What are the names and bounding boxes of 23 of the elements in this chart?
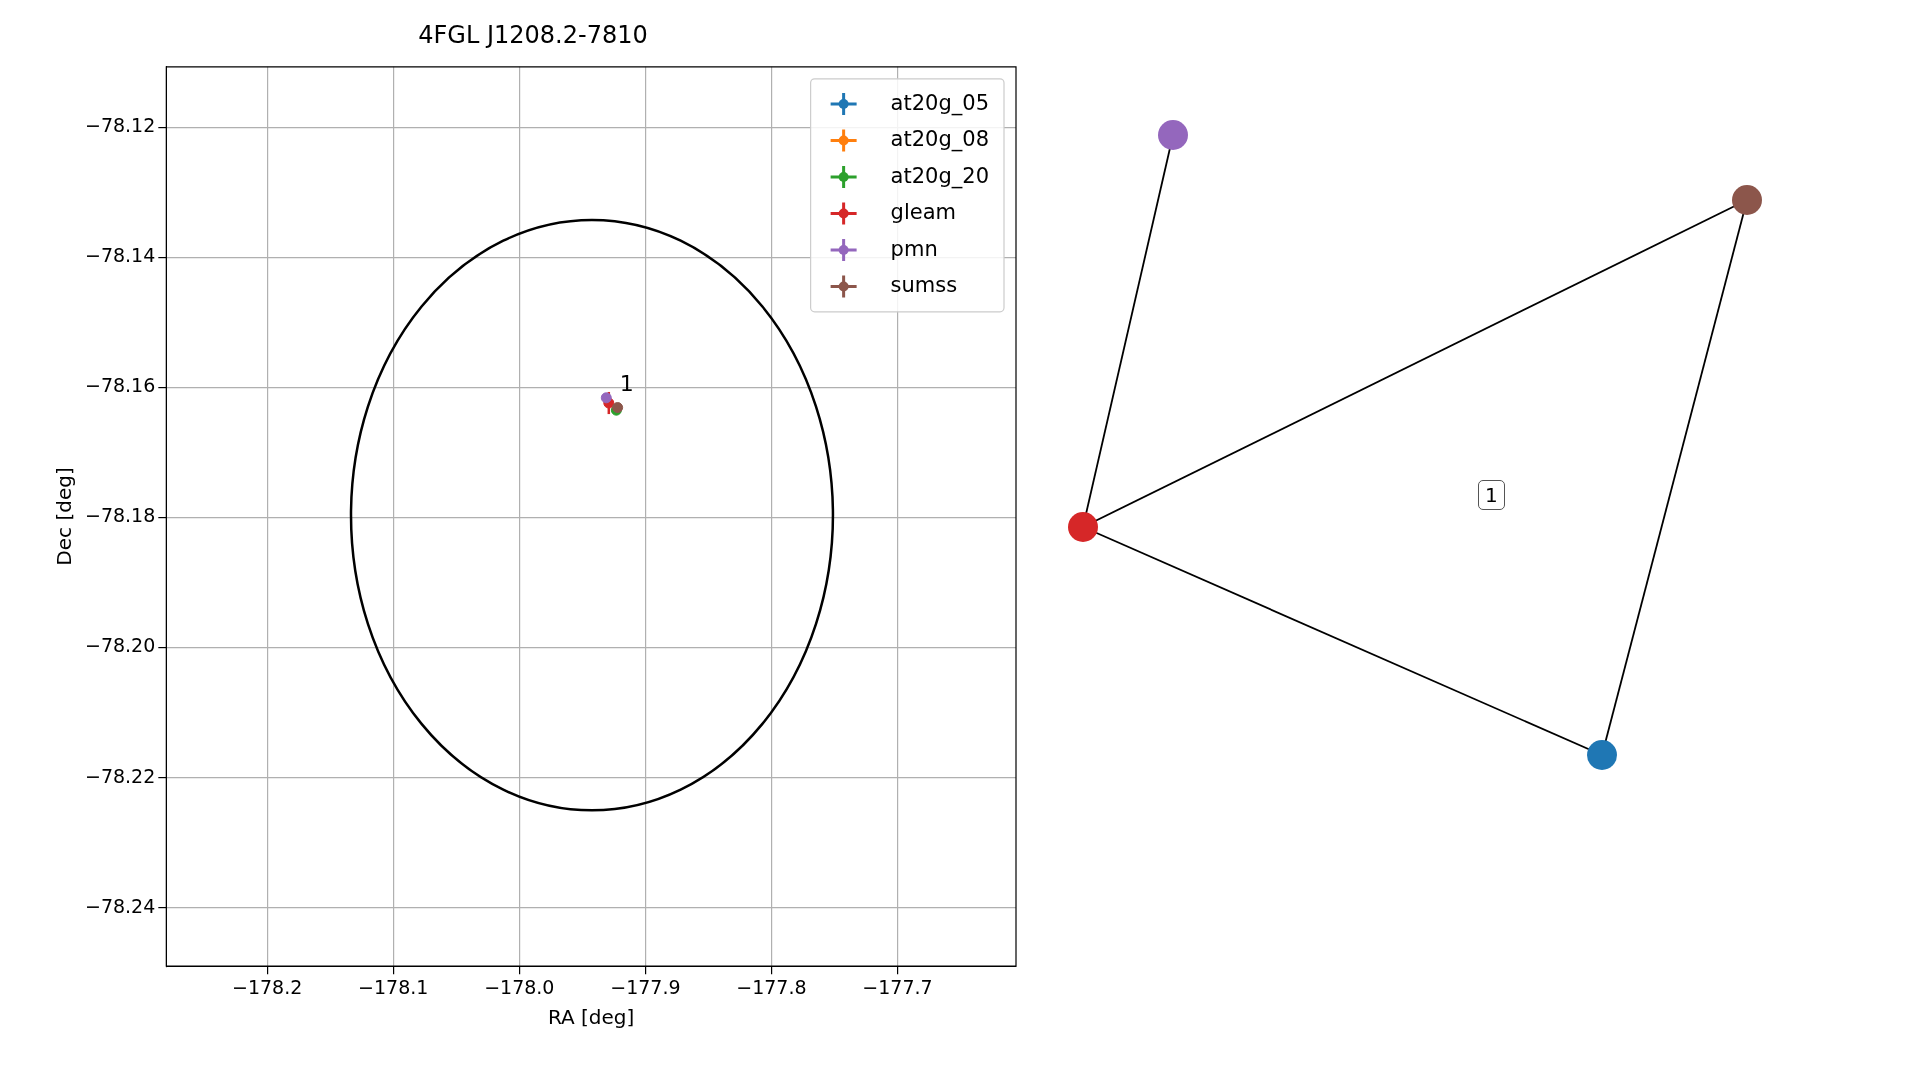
x-tick-label: −177.7 bbox=[862, 975, 933, 998]
y-axis-title: Dec [deg] bbox=[52, 467, 77, 566]
legend-label: sumss bbox=[890, 273, 958, 297]
annotation: 1 bbox=[619, 370, 634, 396]
x-tick-label: −177.9 bbox=[610, 975, 681, 998]
legend-label: at20g_20 bbox=[890, 163, 990, 189]
x-tick-label: −178.2 bbox=[232, 975, 303, 998]
y-tick-label: −78.20 bbox=[84, 634, 156, 657]
y-tick-label: −78.22 bbox=[84, 764, 156, 787]
y-tick-label: −78.12 bbox=[84, 114, 156, 137]
y-tick-label: −78.18 bbox=[84, 504, 156, 527]
x-axis-title: RA [deg] bbox=[547, 1005, 635, 1030]
legend-label: gleam bbox=[890, 200, 957, 224]
y-tick-label: −78.24 bbox=[84, 894, 156, 917]
x-tick-label: −178.0 bbox=[484, 975, 555, 998]
legend-label: at20g_05 bbox=[890, 90, 990, 116]
legend-label: at20g_08 bbox=[890, 127, 990, 152]
chart-title: 4FGL J1208.2-7810 bbox=[418, 20, 648, 49]
x-tick-label: −177.8 bbox=[736, 975, 807, 998]
y-tick-label: −78.16 bbox=[84, 374, 156, 397]
x-tick-label: −178.1 bbox=[358, 975, 429, 998]
y-tick-label: −78.14 bbox=[84, 244, 156, 267]
legend-label: pmn bbox=[890, 236, 938, 261]
